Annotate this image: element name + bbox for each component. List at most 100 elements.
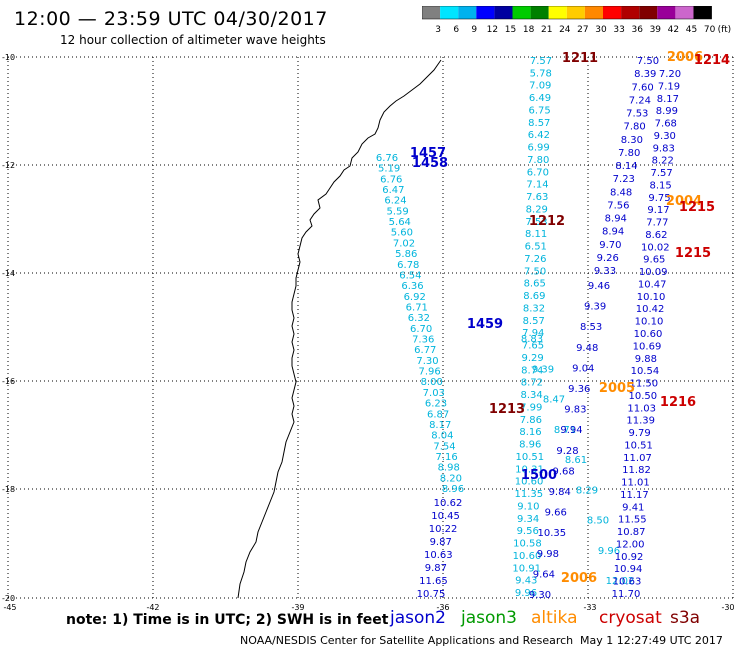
swh-value: 9.29 [521, 353, 543, 364]
swh-value: 9.87 [425, 563, 447, 574]
swh-value: 6.76 [376, 153, 398, 164]
swh-value: 7.80 [527, 155, 549, 166]
legend-altika: altika [531, 608, 578, 628]
lon-tick-label: -30 [721, 603, 734, 612]
swh-value: 7.14 [526, 180, 548, 191]
swh-value: 8.69 [523, 291, 545, 302]
colorbar-label: 42 [668, 25, 679, 35]
swh-value: 8.50 [587, 516, 609, 527]
swh-value: 6.99 [527, 143, 549, 154]
swh-value: 6.51 [525, 242, 547, 253]
colorbar-label: 30 [595, 25, 607, 35]
swh-value: 8.32 [523, 303, 545, 314]
swh-value: 9.96 [598, 546, 620, 557]
swh-value: 8.34 [520, 390, 542, 401]
swh-value: 7.77 [646, 218, 668, 229]
swh-value: 10.69 [633, 341, 662, 352]
legend-cryosat: cryosat [599, 608, 662, 628]
swh-value: 10.47 [638, 280, 667, 291]
swh-value: 9.28 [556, 446, 578, 457]
swh-value: 7.86 [520, 415, 542, 426]
swh-value: 7.60 [631, 82, 653, 93]
pass-time-tag: 2005 [599, 381, 635, 396]
swh-value: 7.68 [655, 119, 677, 130]
colorbar-swatch [603, 6, 622, 19]
colorbar-label: 12 [487, 25, 498, 35]
swh-value: 7.50 [524, 266, 546, 277]
swh-value: 6.32 [408, 313, 430, 324]
swh-value: 10.75 [417, 589, 446, 600]
lon-tick-label: -36 [436, 603, 449, 612]
swh-value: 8.57 [528, 118, 550, 129]
swh-value: 5.64 [389, 217, 411, 228]
lat-tick-label: -18 [2, 485, 15, 494]
swh-value: 7.65 [522, 341, 544, 352]
swh-value: 9.87 [430, 537, 452, 548]
swh-value: 9.83 [564, 405, 586, 416]
swh-value: 7.36 [412, 335, 434, 346]
map-axes: -45 -42 -39 -36 -33 -30 -10 -12 -14 -16 -18 -20 [2, 53, 735, 612]
credit-line: NOAA/NESDIS Center for Satellite Applica… [240, 634, 574, 647]
swh-value: 9.70 [599, 240, 621, 251]
swh-value: 6.78 [397, 260, 419, 271]
lon-tick-label: -33 [583, 603, 596, 612]
swh-value: 7.57 [530, 56, 552, 67]
swh-value: 8.94 [602, 227, 624, 238]
lat-tick-label: -12 [2, 161, 15, 170]
swh-value: 12.00 [616, 540, 645, 551]
colorbar-label: 21 [541, 25, 552, 35]
pass-time-tag: 1458 [412, 156, 448, 171]
swh-value: 7.23 [613, 174, 635, 185]
pass-time-tag: 1216 [660, 395, 696, 410]
swh-value: 6.42 [528, 130, 550, 141]
colorbar-label: 70 [704, 25, 716, 35]
swh-value: 7.20 [659, 69, 681, 80]
swh-value: 11.03 [627, 403, 656, 414]
swh-value: 6.75 [528, 106, 550, 117]
swh-value: 9.68 [552, 466, 574, 477]
swh-value: 11.39 [626, 416, 655, 427]
colorbar-swatch [693, 6, 712, 19]
lon-tick-label: -39 [291, 603, 304, 612]
colorbar-label: 45 [686, 25, 697, 35]
swh-value: 10.35 [537, 528, 566, 539]
swh-value: 8.14 [615, 161, 637, 172]
swh-value: 7.53 [525, 217, 547, 228]
swh-value: 9.43 [515, 576, 537, 587]
swh-value: 10.45 [431, 511, 460, 522]
swh-value: 6.24 [384, 196, 406, 207]
swh-value: 8.53 [580, 322, 602, 333]
swh-value: 6.71 [406, 303, 428, 314]
swh-value: 8.04 [431, 431, 453, 442]
colorbar-swatch [458, 6, 477, 19]
swh-value: 9.79 [628, 428, 650, 439]
pass-time-tag: 1215 [675, 246, 711, 261]
swh-value: 7.96 [418, 367, 440, 378]
swh-value: 10.51 [515, 452, 544, 463]
swh-value: 11.35 [514, 489, 543, 500]
swh-value: 8.62 [645, 230, 667, 241]
pass-time-tag: 1214 [694, 53, 730, 68]
colorbar-label: 39 [650, 25, 662, 35]
swh-value: 6.70 [410, 324, 432, 335]
swh-value: 6.87 [427, 409, 449, 420]
swh-value: 10.63 [613, 577, 642, 588]
chart-subtitle: 12 hour collection of altimeter wave hei… [60, 33, 326, 47]
swh-value: 6.70 [527, 167, 549, 178]
swh-value: 8.94 [605, 214, 627, 225]
colorbar-swatch [494, 6, 513, 19]
swh-value: 6.76 [380, 174, 402, 185]
swh-value: 5.60 [391, 228, 413, 239]
swh-value: 9.33 [594, 266, 616, 277]
pass-time-tag: 1213 [489, 402, 525, 417]
colorbar-swatch [512, 6, 531, 19]
colorbar-swatch [657, 6, 676, 19]
legend-jason2: jason2 [390, 608, 446, 628]
map-grid [7, 56, 734, 599]
swh-value: 6.77 [414, 345, 436, 356]
swh-value: 10.94 [614, 564, 643, 575]
swh-value: 8.16 [519, 427, 541, 438]
swh-value: 9.75 [648, 193, 670, 204]
swh-value: 9.10 [517, 501, 539, 512]
swh-value: 8.61 [565, 455, 587, 466]
